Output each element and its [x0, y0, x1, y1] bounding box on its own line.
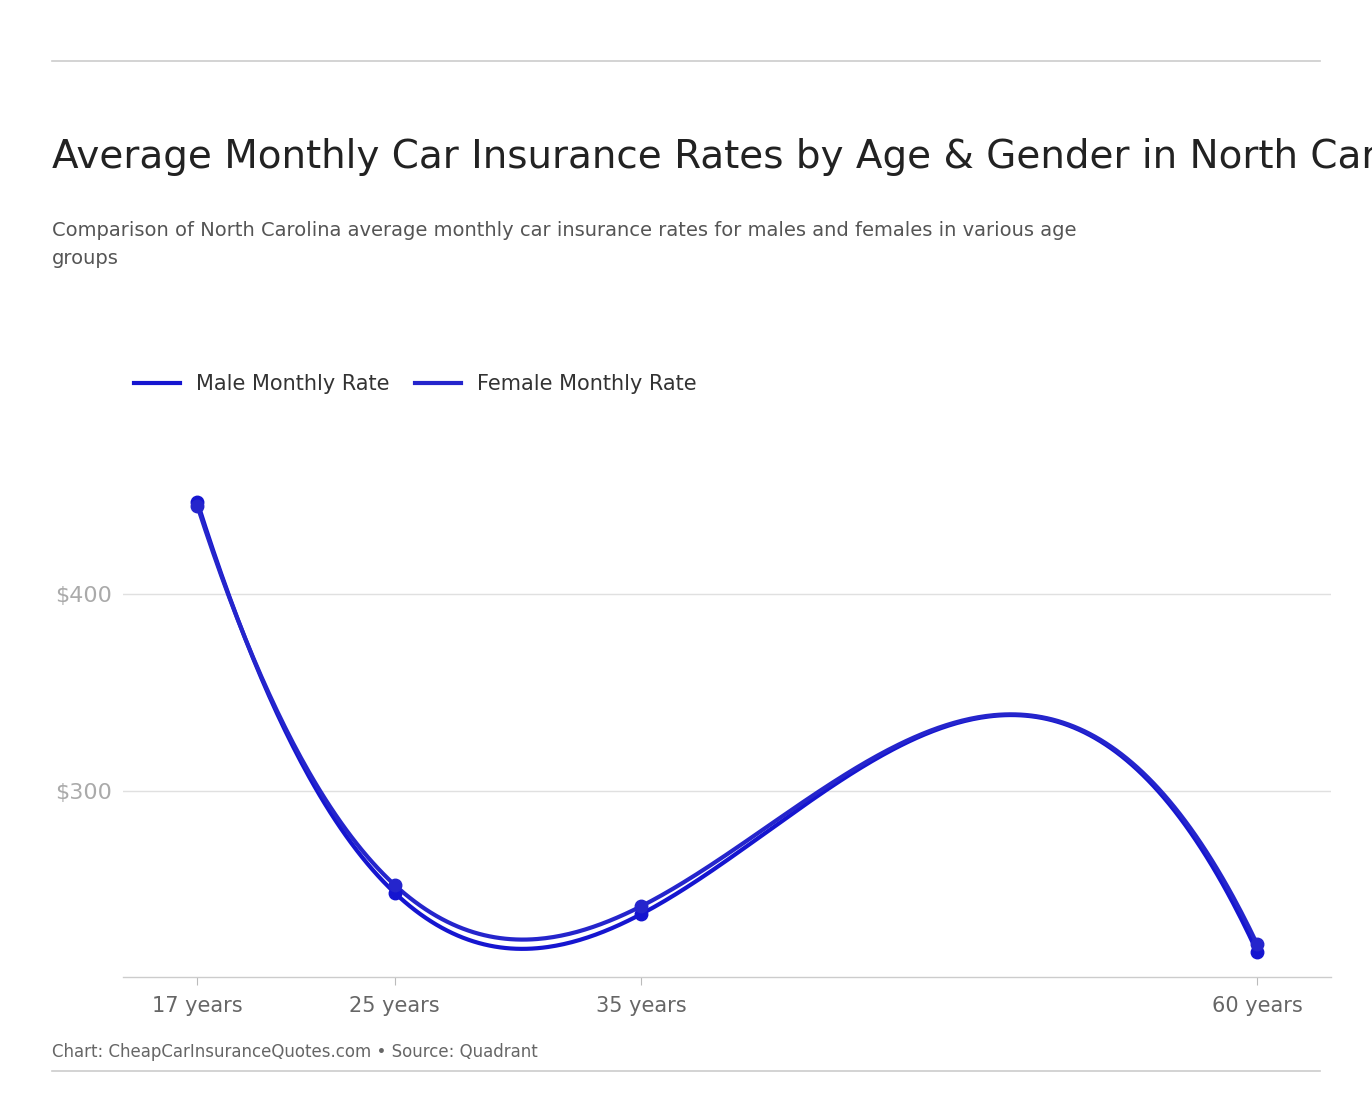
Legend: Male Monthly Rate, Female Monthly Rate: Male Monthly Rate, Female Monthly Rate — [134, 374, 697, 394]
Text: Chart: CheapCarInsuranceQuotes.com • Source: Quadrant: Chart: CheapCarInsuranceQuotes.com • Sou… — [52, 1043, 538, 1061]
Text: Comparison of North Carolina average monthly car insurance rates for males and f: Comparison of North Carolina average mon… — [52, 221, 1077, 268]
Text: Average Monthly Car Insurance Rates by Age & Gender in North Carolina: Average Monthly Car Insurance Rates by A… — [52, 138, 1372, 176]
